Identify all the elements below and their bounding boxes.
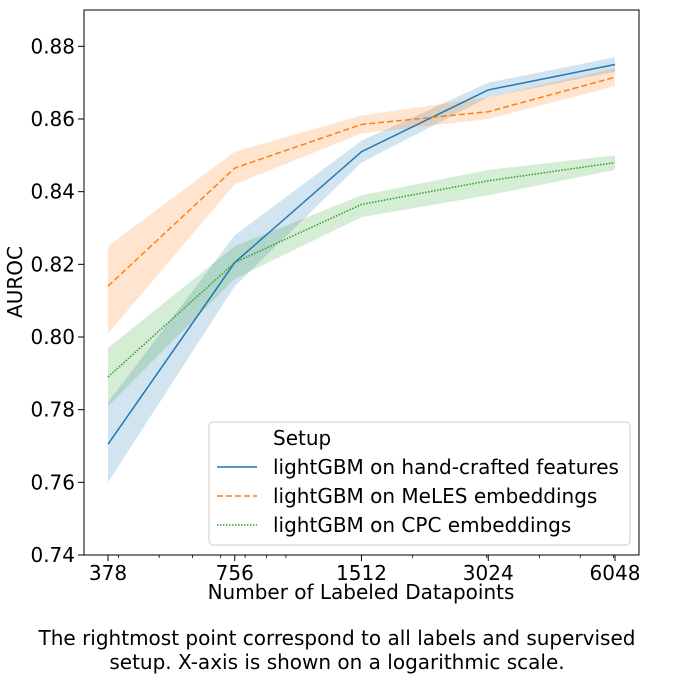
y-tick-label: 0.88 xyxy=(30,34,75,58)
x-tick-label: 1512 xyxy=(336,561,387,585)
series-lines xyxy=(107,63,616,445)
legend: Setup lightGBM on hand-crafted features l… xyxy=(208,421,631,546)
chart: 0.74 0.76 0.78 0.80 0.82 0.84 0.86 0.88 378 756 15… xyxy=(3,9,640,604)
legend-label-2: lightGBM on MeLES embeddings xyxy=(273,484,597,508)
x-tick-label: 378 xyxy=(89,561,127,585)
band-series-1 xyxy=(108,57,615,483)
y-axis-label: AUROC xyxy=(3,246,27,318)
band-series-3 xyxy=(108,155,615,407)
y-tick-label: 0.76 xyxy=(30,470,75,494)
y-tick-label: 0.74 xyxy=(30,543,75,567)
x-tick-label: 756 xyxy=(216,561,254,585)
legend-box xyxy=(208,421,631,546)
y-tick-label: 0.80 xyxy=(30,325,75,349)
y-tick-label: 0.84 xyxy=(30,180,75,204)
figure-caption: The rightmost point correspond to all la… xyxy=(0,626,674,674)
y-tick-label: 0.82 xyxy=(30,252,75,276)
y-tick-label: 0.78 xyxy=(30,398,75,422)
band-series-2 xyxy=(108,68,615,334)
x-tick-label: 3024 xyxy=(463,561,514,585)
caption-line-1: The rightmost point correspond to all la… xyxy=(38,626,636,650)
legend-label-3: lightGBM on CPC embeddings xyxy=(273,513,571,537)
x-tick-label: 6048 xyxy=(590,561,641,585)
axes: 0.74 0.76 0.78 0.80 0.82 0.84 0.86 0.88 378 756 15… xyxy=(30,34,640,585)
y-tick-label: 0.86 xyxy=(30,107,75,131)
x-axis-label: Number of Labeled Datapoints xyxy=(208,580,515,604)
confidence-bands xyxy=(108,57,615,483)
legend-title: Setup xyxy=(273,426,331,450)
caption-line-2: setup. X-axis is shown on a logarithmic … xyxy=(109,650,565,674)
plot-frame xyxy=(83,9,640,556)
legend-label-1: lightGBM on hand-crafted features xyxy=(273,455,619,479)
